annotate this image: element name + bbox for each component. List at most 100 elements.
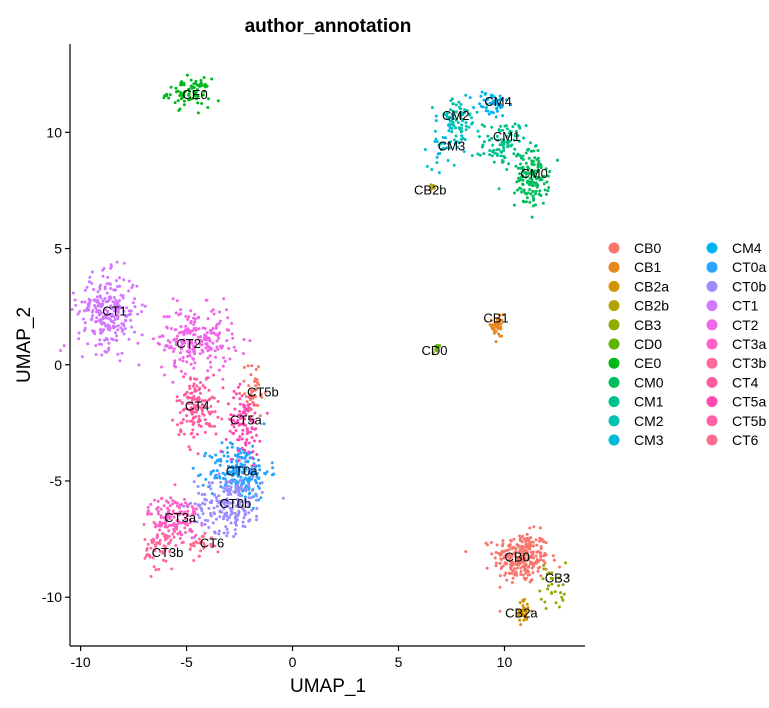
legend-item-CT6: CT6 bbox=[706, 432, 759, 448]
point bbox=[98, 287, 102, 291]
point bbox=[240, 500, 243, 503]
point bbox=[210, 545, 213, 549]
legend-label: CT1 bbox=[732, 298, 759, 314]
point bbox=[213, 424, 216, 428]
point bbox=[189, 321, 193, 325]
series-CT5b bbox=[238, 364, 267, 418]
point bbox=[171, 509, 175, 513]
point bbox=[150, 539, 153, 542]
point bbox=[522, 188, 526, 192]
point bbox=[172, 511, 176, 515]
point bbox=[199, 78, 203, 82]
point bbox=[152, 565, 156, 569]
point bbox=[174, 86, 178, 90]
series-CB1 bbox=[488, 313, 505, 344]
legend-item-CM4: CM4 bbox=[706, 240, 762, 256]
point bbox=[208, 360, 212, 364]
point bbox=[554, 601, 558, 605]
point bbox=[156, 499, 160, 503]
point bbox=[201, 483, 205, 487]
point bbox=[106, 338, 109, 342]
point bbox=[169, 496, 173, 500]
point bbox=[248, 518, 252, 522]
point bbox=[191, 423, 195, 426]
point bbox=[246, 459, 250, 463]
point bbox=[173, 361, 177, 365]
point bbox=[495, 148, 499, 152]
point bbox=[501, 313, 505, 317]
y-tick-label: 10 bbox=[46, 124, 62, 140]
point bbox=[255, 433, 258, 437]
point bbox=[508, 129, 512, 133]
point bbox=[244, 454, 248, 458]
point bbox=[179, 97, 183, 101]
point bbox=[245, 427, 249, 431]
point bbox=[522, 618, 526, 622]
point bbox=[182, 512, 186, 516]
point bbox=[90, 317, 94, 321]
point bbox=[533, 156, 537, 160]
point bbox=[194, 82, 198, 86]
point bbox=[457, 100, 461, 104]
legend-swatch bbox=[608, 261, 620, 273]
point bbox=[192, 544, 196, 548]
point bbox=[182, 83, 186, 87]
point bbox=[131, 283, 135, 287]
point bbox=[249, 415, 253, 419]
point bbox=[229, 485, 233, 489]
point bbox=[108, 282, 112, 286]
point bbox=[73, 298, 77, 302]
legend-label: CM3 bbox=[634, 432, 664, 448]
point bbox=[224, 479, 228, 483]
point bbox=[454, 126, 457, 130]
point bbox=[528, 172, 531, 176]
point bbox=[201, 534, 205, 538]
point bbox=[172, 515, 176, 519]
point bbox=[535, 550, 539, 554]
point bbox=[205, 331, 209, 335]
point bbox=[240, 437, 244, 441]
point bbox=[192, 348, 196, 352]
legend-label: CE0 bbox=[634, 355, 661, 371]
point bbox=[229, 457, 233, 461]
point bbox=[249, 430, 253, 434]
point bbox=[188, 521, 192, 525]
point bbox=[194, 405, 198, 409]
point bbox=[162, 544, 166, 548]
point bbox=[519, 572, 523, 576]
point bbox=[123, 327, 127, 331]
point bbox=[233, 511, 237, 515]
point bbox=[231, 501, 235, 504]
point bbox=[229, 509, 233, 513]
point bbox=[187, 89, 191, 93]
point bbox=[239, 487, 243, 491]
point bbox=[195, 384, 199, 388]
point bbox=[181, 408, 185, 412]
point bbox=[166, 506, 169, 510]
point bbox=[498, 609, 502, 613]
point bbox=[163, 348, 166, 352]
point bbox=[521, 612, 525, 616]
point bbox=[458, 114, 462, 118]
point bbox=[512, 138, 516, 142]
point bbox=[166, 339, 170, 343]
point bbox=[150, 541, 154, 545]
point bbox=[175, 299, 179, 303]
point bbox=[249, 467, 253, 471]
point bbox=[458, 105, 461, 109]
point bbox=[252, 472, 256, 476]
point bbox=[513, 567, 516, 571]
point bbox=[154, 568, 158, 572]
point bbox=[541, 201, 545, 205]
point bbox=[101, 329, 104, 333]
point bbox=[249, 392, 253, 396]
point bbox=[247, 487, 251, 491]
point bbox=[180, 344, 184, 348]
point bbox=[161, 334, 165, 338]
point bbox=[243, 469, 247, 473]
point bbox=[174, 311, 178, 315]
point bbox=[551, 554, 555, 558]
point bbox=[200, 403, 204, 407]
legend-item-CT3b: CT3b bbox=[706, 355, 766, 371]
point bbox=[544, 567, 548, 571]
